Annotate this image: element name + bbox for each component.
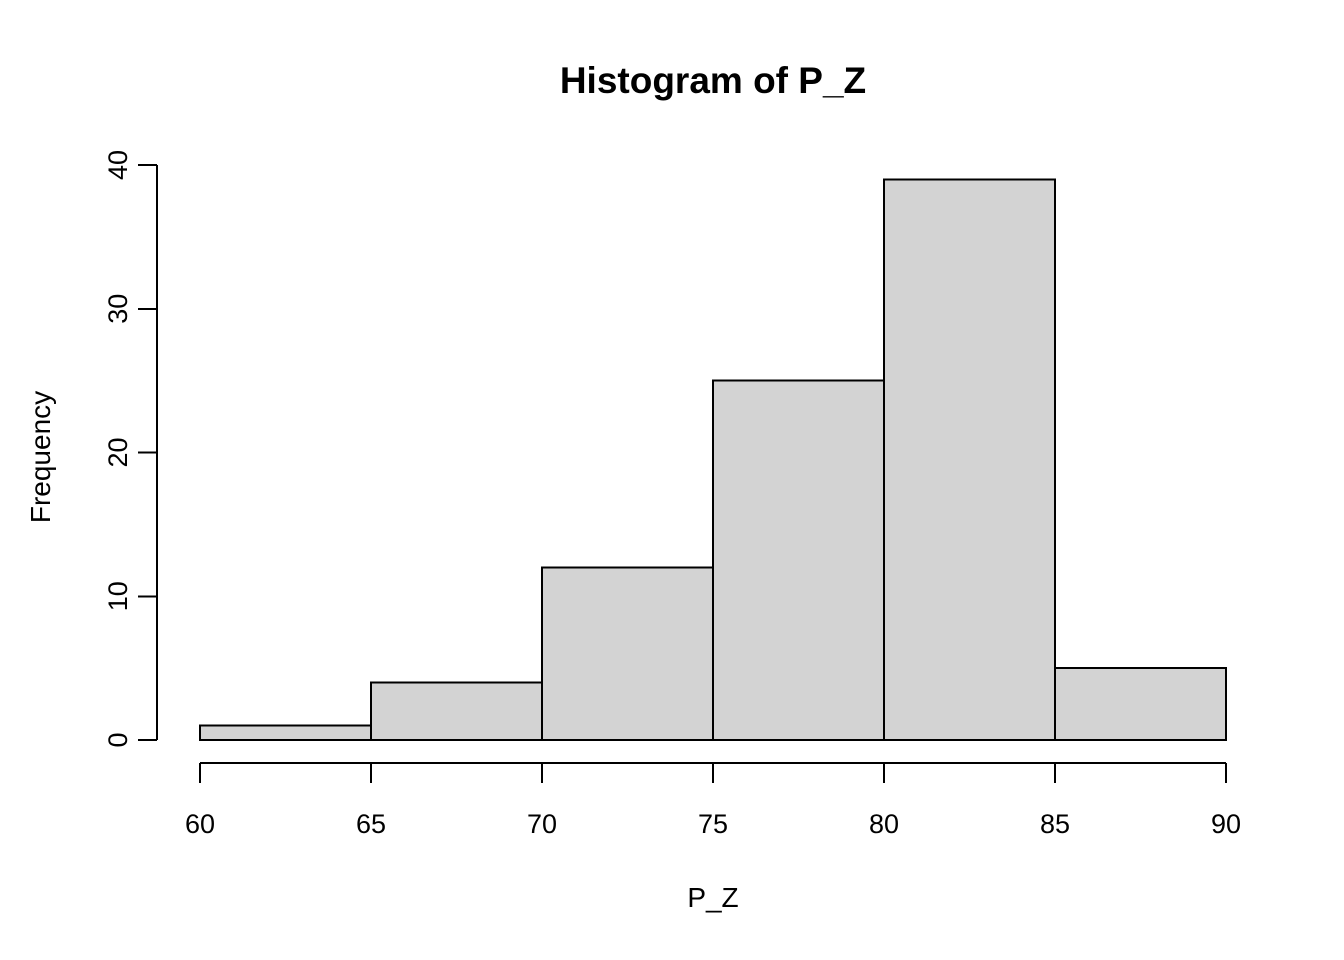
y-tick-label: 10	[103, 581, 133, 611]
y-tick-label: 30	[103, 294, 133, 324]
y-tick-label: 20	[103, 437, 133, 467]
x-axis-label: P_Z	[687, 882, 738, 913]
x-tick-label: 60	[185, 809, 215, 839]
y-axis-label: Frequency	[25, 391, 56, 523]
y-tick-label: 0	[103, 732, 133, 747]
histogram-bar	[370, 681, 543, 741]
histogram-bar	[541, 566, 714, 741]
x-tick-label: 65	[356, 809, 386, 839]
x-tick-label: 75	[698, 809, 728, 839]
histogram-bar	[1054, 667, 1227, 741]
x-tick-label: 70	[527, 809, 557, 839]
histogram-bars	[199, 178, 1227, 741]
histogram-bar	[199, 724, 372, 741]
histogram-bar	[883, 178, 1056, 741]
x-tick-label: 90	[1211, 809, 1241, 839]
y-tick-label: 40	[103, 150, 133, 180]
chart-title: Histogram of P_Z	[560, 60, 866, 101]
chart-axes: 60 65 70 75 80 85 90 0 10 20 30 40	[103, 150, 1241, 839]
x-tick-label: 85	[1040, 809, 1070, 839]
x-tick-label: 80	[869, 809, 899, 839]
histogram-bar	[712, 379, 885, 741]
